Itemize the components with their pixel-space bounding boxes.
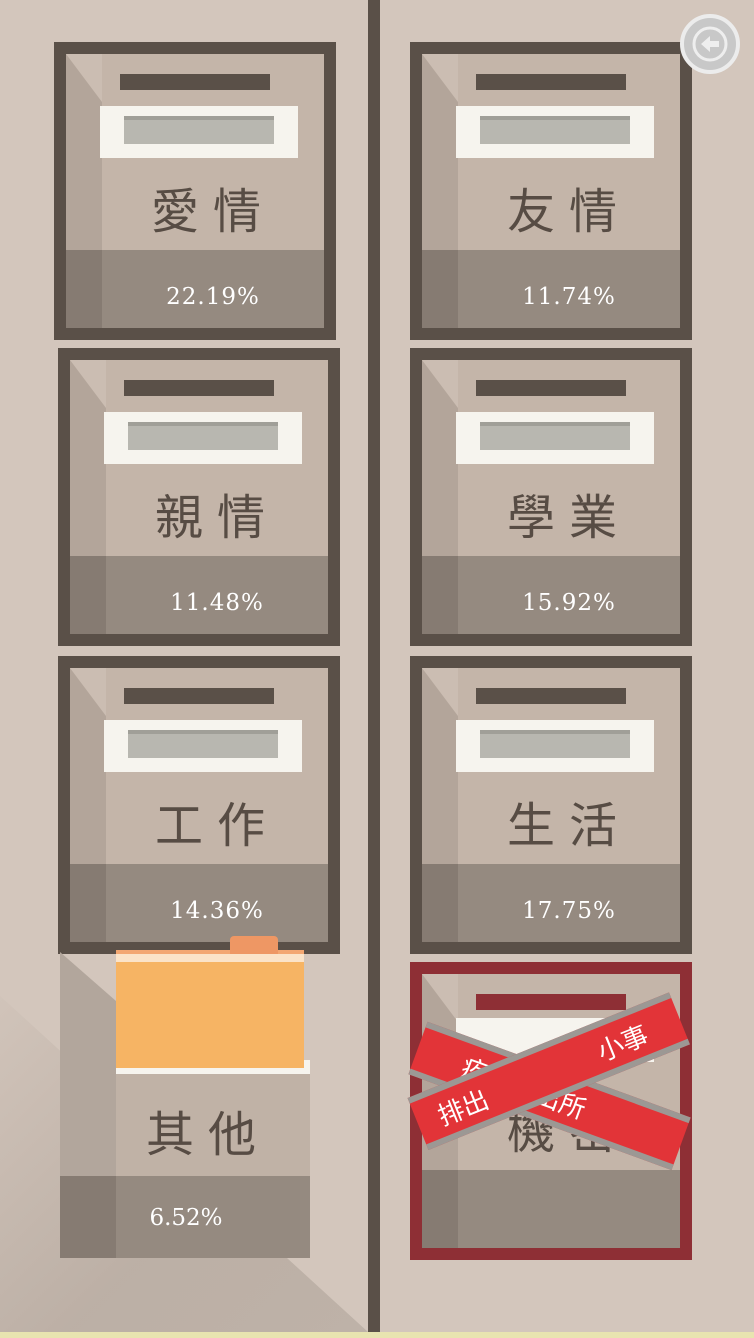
drawer-work[interactable]: 工作 14.36% <box>58 656 340 954</box>
drawer-love[interactable]: 愛情 22.19% <box>54 42 336 340</box>
drawer-handle <box>476 74 626 90</box>
drawer-other-open[interactable] <box>60 952 310 1258</box>
drawer-title: 其他 <box>146 1107 271 1163</box>
tape-text-b: 小事 <box>593 1020 653 1068</box>
drawer-handle <box>476 688 626 704</box>
drawer-life[interactable]: 生活 17.75% <box>410 656 692 954</box>
drawer-title: 學業 <box>506 490 631 546</box>
drawer-title: 友情 <box>506 184 631 240</box>
drawer-title: 愛情 <box>150 184 275 240</box>
drawer-title: 工作 <box>154 798 279 854</box>
label-plate <box>100 106 298 158</box>
drawer-handle <box>124 688 274 704</box>
label-plate <box>104 720 302 772</box>
drawer-percent: 15.92% <box>522 590 616 616</box>
drawer-percent: 6.52% <box>149 1205 223 1231</box>
center-divider <box>368 0 380 1338</box>
drawer-title: 親情 <box>154 490 279 546</box>
drawer-handle <box>120 74 270 90</box>
label-plate <box>104 412 302 464</box>
folder-icon[interactable] <box>116 936 304 1068</box>
drawer-friendship[interactable]: 友情 11.74% <box>410 42 692 340</box>
label-plate <box>456 720 654 772</box>
label-plate <box>456 106 654 158</box>
drawer-handle <box>124 380 274 396</box>
drawer-family[interactable]: 親情 11.48% <box>58 348 340 646</box>
drawer-percent: 11.48% <box>170 590 264 616</box>
bottom-strip <box>0 1332 754 1338</box>
drawer-percent: 22.19% <box>166 284 260 310</box>
back-arrow-icon <box>692 26 728 62</box>
drawer-handle <box>476 994 626 1010</box>
drawer-percent: 17.75% <box>522 898 616 924</box>
back-button[interactable] <box>680 14 740 74</box>
drawer-percent: 11.74% <box>522 284 616 310</box>
drawer-percent: 14.36% <box>170 898 264 924</box>
drawer-handle <box>476 380 626 396</box>
label-plate <box>456 412 654 464</box>
drawer-study[interactable]: 學業 15.92% <box>410 348 692 646</box>
drawer-title: 生活 <box>506 798 631 854</box>
